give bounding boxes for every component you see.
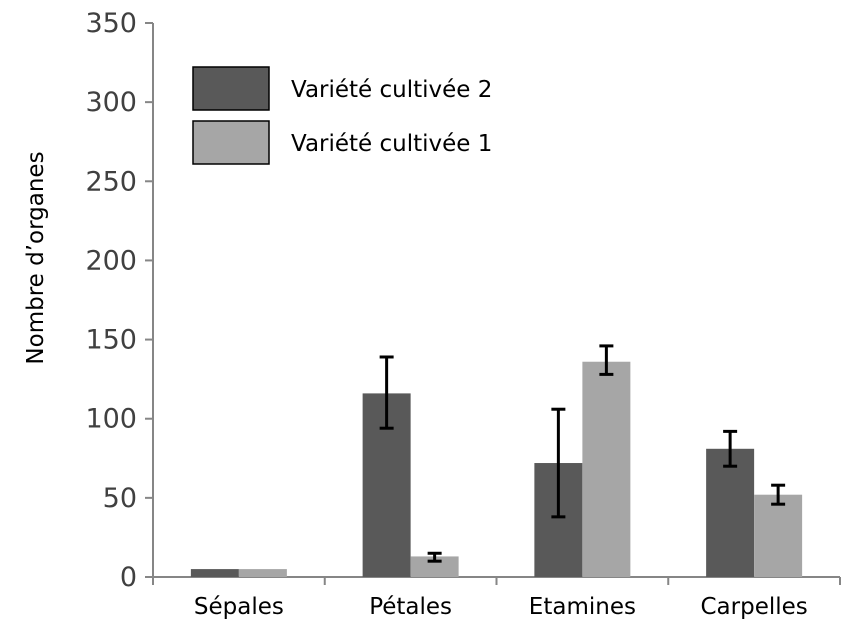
x-tick-label: Sépales — [194, 594, 284, 620]
bar — [238, 569, 287, 577]
bars — [190, 361, 803, 577]
bar — [410, 556, 459, 577]
legend-swatch — [192, 120, 270, 165]
y-tick-label: 50 — [103, 483, 137, 514]
x-tick-label: Carpelles — [700, 594, 807, 620]
bar — [582, 361, 631, 577]
bar — [706, 448, 755, 577]
y-tick-label: 100 — [85, 404, 137, 435]
legend: Variété cultivée 2 Variété cultivée 1 — [192, 66, 492, 165]
legend-swatch — [192, 66, 270, 111]
error-bars — [379, 344, 786, 563]
y-tick-label: 200 — [85, 245, 137, 276]
x-tick-label: Etamines — [529, 594, 636, 620]
x-axis: Sépales Pétales Etamines Carpelles — [152, 576, 841, 620]
bar — [190, 569, 239, 577]
x-tick-label: Pétales — [369, 594, 452, 620]
legend-label: Variété cultivée 1 — [291, 131, 492, 157]
y-tick-label: 250 — [85, 166, 137, 197]
y-axis-title: Nombre d’organes — [23, 151, 49, 364]
y-axis: 0 50 100 150 200 250 300 350 — [85, 8, 154, 593]
y-tick-label: 0 — [120, 562, 137, 593]
bar — [754, 494, 803, 577]
y-tick-label: 150 — [85, 325, 137, 356]
y-tick-label: 300 — [85, 87, 137, 118]
y-tick-label: 350 — [85, 8, 137, 39]
legend-label: Variété cultivée 2 — [291, 77, 492, 103]
